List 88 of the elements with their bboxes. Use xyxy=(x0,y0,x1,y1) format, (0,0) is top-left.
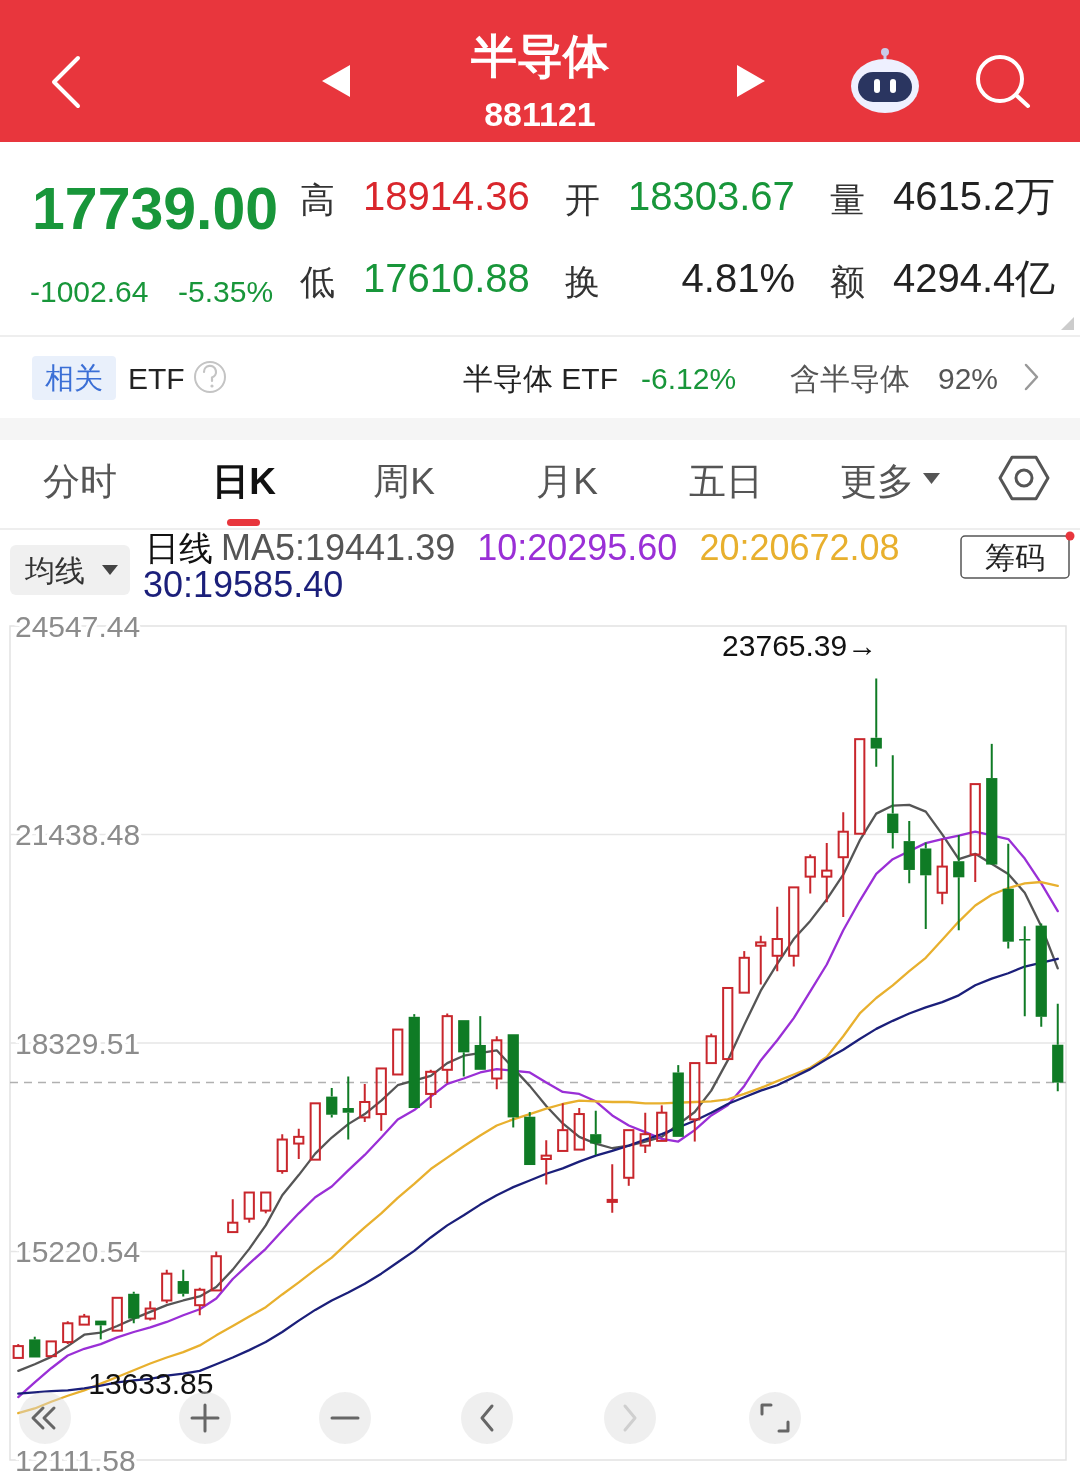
candlestick xyxy=(540,1139,552,1186)
text: 月K xyxy=(536,461,599,502)
candlestick xyxy=(804,853,816,895)
candlestick xyxy=(903,819,915,885)
candlestick xyxy=(375,1067,387,1132)
text: 18303.67 xyxy=(628,174,795,218)
candlestick xyxy=(953,834,965,932)
text: 更多 xyxy=(840,461,914,502)
text: 量 xyxy=(830,180,865,219)
candlestick xyxy=(392,1028,404,1076)
text: 换 xyxy=(565,262,600,301)
candlestick xyxy=(557,1102,569,1152)
candlestick xyxy=(936,838,948,906)
candlestick xyxy=(887,754,899,850)
candlestick xyxy=(606,1163,618,1214)
candlestick xyxy=(111,1296,123,1332)
text: 均线 xyxy=(24,554,85,587)
candlestick xyxy=(326,1086,338,1119)
text: -5.35% xyxy=(178,275,274,308)
text: 额 xyxy=(830,262,865,301)
text: 开 xyxy=(565,180,600,219)
y-tick-label: 24547.44 xyxy=(15,609,141,643)
text: 半导体 xyxy=(471,30,610,82)
candlestick xyxy=(45,1340,57,1358)
text: 五日 xyxy=(689,461,763,502)
candlestick xyxy=(771,905,783,973)
y-tick-label: 18329.51 xyxy=(15,1026,141,1060)
text: 4.81% xyxy=(681,256,795,300)
candlestick xyxy=(821,842,833,904)
text: 10:20295.60 xyxy=(477,527,678,568)
candlestick xyxy=(1002,842,1014,950)
candlestick xyxy=(722,986,734,1061)
candlestick xyxy=(986,742,998,865)
text: ETF xyxy=(128,362,185,395)
legend-title: 日线 xyxy=(145,529,213,567)
candlestick xyxy=(870,677,882,768)
text: 17739.00 xyxy=(32,176,279,242)
text: 半导体 ETF xyxy=(463,362,618,395)
text: 4294.4亿 xyxy=(893,256,1056,300)
candlestick xyxy=(474,1015,486,1070)
text: 20:20672.08 xyxy=(699,527,900,568)
line-series xyxy=(17,957,1059,1395)
candlestick xyxy=(837,811,849,918)
candlestick xyxy=(672,1064,684,1137)
candlestick xyxy=(969,783,981,884)
y-tick-label: 12111.58 xyxy=(15,1443,136,1477)
text: 日K xyxy=(212,461,277,502)
candlestick xyxy=(738,950,750,994)
text: -1002.64 xyxy=(30,275,149,308)
text: 周K xyxy=(373,461,436,502)
candlestick xyxy=(788,886,800,968)
candlestick xyxy=(689,1062,701,1143)
text: 18914.36 xyxy=(363,174,530,218)
text: 分时 xyxy=(43,461,117,502)
candlestick xyxy=(920,841,932,930)
text: 4615.2万 xyxy=(893,174,1056,218)
candlestick xyxy=(177,1268,189,1298)
candlestick xyxy=(854,738,866,835)
text: 881121 xyxy=(484,95,596,133)
candlestick xyxy=(656,1104,668,1142)
candlestick xyxy=(309,1102,321,1161)
candlestick xyxy=(590,1109,602,1156)
text: 低 xyxy=(300,262,335,301)
y-tick-label: 15220.54 xyxy=(15,1235,141,1268)
annotation: 23765.39→ xyxy=(722,629,878,663)
annotation: 13633.85 xyxy=(88,1366,214,1400)
candlestick xyxy=(342,1075,354,1141)
candlestick xyxy=(524,1111,536,1166)
text: 92% xyxy=(938,362,999,395)
candlestick xyxy=(639,1111,651,1154)
y-tick-label: 21438.48 xyxy=(15,818,141,851)
candlestick xyxy=(507,1034,519,1129)
candlestick xyxy=(755,934,767,986)
text: 17610.88 xyxy=(363,256,530,300)
text: 筹码 xyxy=(985,541,1045,574)
candlestick xyxy=(128,1290,140,1325)
text: 高 xyxy=(300,180,335,219)
candlestick xyxy=(458,1020,470,1078)
candlestick xyxy=(227,1198,239,1234)
text: 相关 xyxy=(45,362,103,394)
candlestick xyxy=(293,1127,305,1160)
candlestick xyxy=(1035,922,1047,1028)
candlestick xyxy=(359,1082,371,1124)
text: -6.12% xyxy=(641,362,737,395)
candlestick xyxy=(1052,1002,1064,1093)
candlestick xyxy=(408,1013,420,1109)
candlestick xyxy=(1019,925,1031,1018)
text: 含半导体 xyxy=(790,362,910,395)
